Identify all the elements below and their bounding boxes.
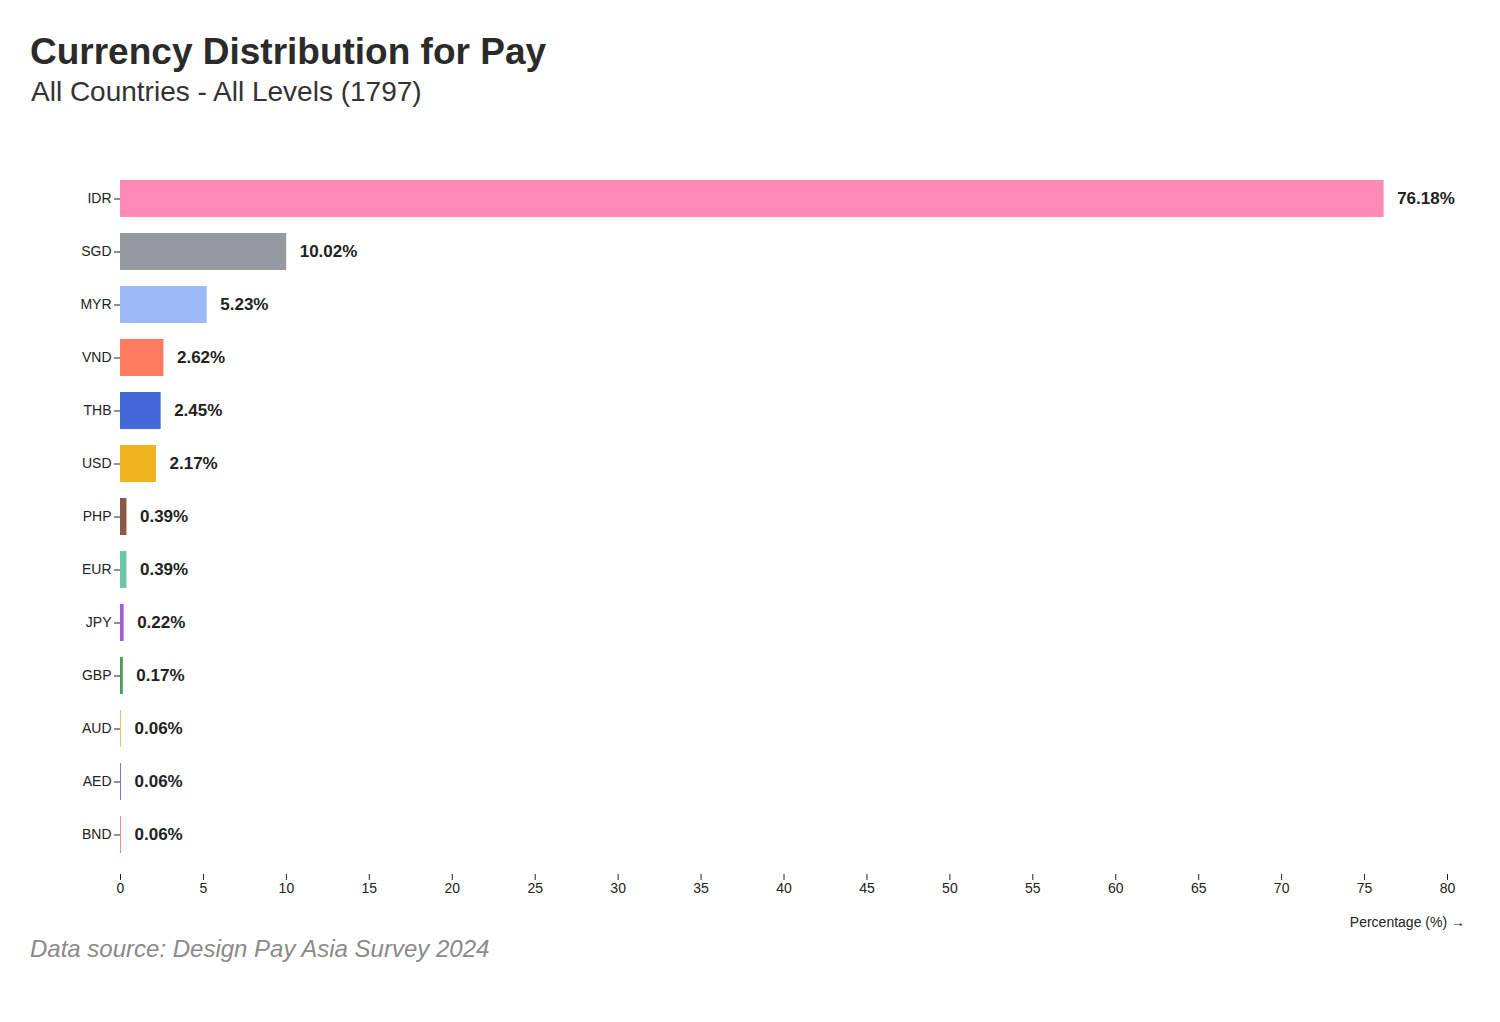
svg-text:PHP: PHP <box>83 508 112 524</box>
svg-text:0.39%: 0.39% <box>140 560 188 579</box>
svg-text:60: 60 <box>1108 880 1124 896</box>
svg-text:55: 55 <box>1025 880 1041 896</box>
svg-text:5.23%: 5.23% <box>220 295 268 314</box>
svg-text:65: 65 <box>1191 880 1207 896</box>
svg-text:10: 10 <box>279 880 295 896</box>
html-text:Percentage (%) →: Percentage (%) → <box>1349 914 1465 930</box>
svg-text:BND: BND <box>82 826 112 842</box>
svg-text:GBP: GBP <box>82 667 112 683</box>
svg-text:15: 15 <box>362 880 378 896</box>
svg-text:75: 75 <box>1357 880 1373 896</box>
svg-text:25: 25 <box>527 880 543 896</box>
svg-text:0.06%: 0.06% <box>134 719 182 738</box>
svg-text:JPY: JPY <box>86 614 112 630</box>
svg-text:AED: AED <box>83 773 112 789</box>
svg-text:10.02%: 10.02% <box>300 242 358 261</box>
svg-text:0.22%: 0.22% <box>137 613 185 632</box>
svg-text:76.18%: 76.18% <box>1397 189 1455 208</box>
svg-text:0.17%: 0.17% <box>136 666 184 685</box>
svg-text:MYR: MYR <box>80 296 111 312</box>
svg-text:2.62%: 2.62% <box>177 348 225 367</box>
svg-text:70: 70 <box>1274 880 1290 896</box>
svg-text:35: 35 <box>693 880 709 896</box>
svg-text:0.06%: 0.06% <box>134 772 182 791</box>
html-text:All Countries - All Levels (17: All Countries - All Levels (1797) <box>31 76 422 107</box>
svg-text:SGD: SGD <box>81 243 111 259</box>
svg-text:USD: USD <box>82 455 112 471</box>
svg-text:EUR: EUR <box>82 561 112 577</box>
svg-text:THB: THB <box>84 402 112 418</box>
svg-text:40: 40 <box>776 880 792 896</box>
html-text:Currency Distribution for Pay: Currency Distribution for Pay <box>30 31 546 72</box>
svg-text:AUD: AUD <box>82 720 112 736</box>
html-text:Data source: Design Pay Asia S: Data source: Design Pay Asia Survey 2024 <box>30 935 490 962</box>
svg-text:2.17%: 2.17% <box>169 454 217 473</box>
svg-text:5: 5 <box>200 880 208 896</box>
svg-text:20: 20 <box>444 880 460 896</box>
svg-text:80: 80 <box>1440 880 1456 896</box>
svg-text:2.45%: 2.45% <box>174 401 222 420</box>
svg-text:0: 0 <box>117 880 125 896</box>
svg-text:50: 50 <box>942 880 958 896</box>
svg-text:VND: VND <box>82 349 112 365</box>
svg-text:45: 45 <box>859 880 875 896</box>
svg-text:IDR: IDR <box>87 190 111 206</box>
svg-text:30: 30 <box>610 880 626 896</box>
svg-text:0.39%: 0.39% <box>140 507 188 526</box>
svg-text:0.06%: 0.06% <box>134 825 182 844</box>
